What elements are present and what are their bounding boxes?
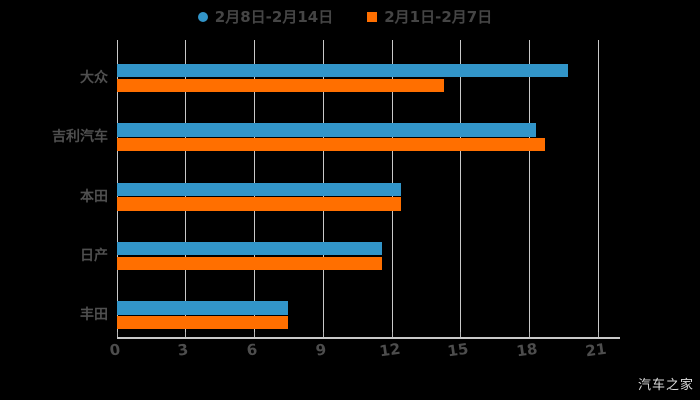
gridline-x-15 xyxy=(460,40,462,332)
bar-吉利汽车-series1 xyxy=(116,138,546,152)
bar-日产-series1 xyxy=(116,256,383,271)
category-label-2: 本田 xyxy=(80,188,108,205)
legend-label: 2月8日-2月14日 xyxy=(214,7,334,26)
axis-tick-x-12 xyxy=(391,332,393,337)
axis-tick-x-21 xyxy=(598,332,599,337)
category-label-4: 丰田 xyxy=(80,307,108,324)
legend-square-marker-icon xyxy=(367,12,378,22)
axis-tick-x-9 xyxy=(322,332,324,337)
axis-tick-x-18 xyxy=(529,332,531,337)
x-axis-label-15: 15 xyxy=(446,339,470,361)
bar-吉利汽车-series0 xyxy=(116,123,537,137)
axis-tick-x-3 xyxy=(185,332,187,337)
legend-item-feb8-feb14[interactable]: 2月8日-2月14日 xyxy=(197,7,334,26)
bar-大众-series0 xyxy=(116,64,569,78)
bar-本田-series0 xyxy=(116,182,401,196)
x-axis-label-6: 6 xyxy=(245,340,259,360)
bar-丰田-series0 xyxy=(116,301,289,315)
category-label-0: 大众 xyxy=(80,70,108,87)
x-axis-label-12: 12 xyxy=(377,339,402,361)
watermark: 汽车之家 xyxy=(637,378,694,393)
x-axis-label-18: 18 xyxy=(515,339,539,361)
x-axis-label-21: 21 xyxy=(584,339,608,361)
axis-tick-x-0 xyxy=(116,332,118,337)
bar-本田-series1 xyxy=(116,197,401,211)
axis-tick-x-15 xyxy=(460,332,462,337)
gridline-x-18 xyxy=(529,40,531,332)
legend-label: 2月1日-2月7日 xyxy=(384,7,493,26)
chart-legend: 2月8日-2月14日 2月1日-2月7日 xyxy=(0,4,700,30)
gridline-x-21 xyxy=(598,40,599,332)
x-axis-label-9: 9 xyxy=(314,340,328,360)
category-label-1: 吉利汽车 xyxy=(52,129,108,146)
bar-大众-series1 xyxy=(116,78,445,93)
legend-circle-marker-icon xyxy=(197,12,208,22)
bar-日产-series0 xyxy=(116,241,383,256)
x-axis-label-3: 3 xyxy=(176,340,190,360)
category-label-3: 日产 xyxy=(80,248,108,265)
x-axis-label-0: 0 xyxy=(108,340,121,360)
x-axis-line xyxy=(116,337,620,339)
bar-丰田-series1 xyxy=(116,316,289,330)
axis-tick-x-6 xyxy=(254,332,256,337)
legend-item-feb1-feb7[interactable]: 2月1日-2月7日 xyxy=(367,7,493,26)
